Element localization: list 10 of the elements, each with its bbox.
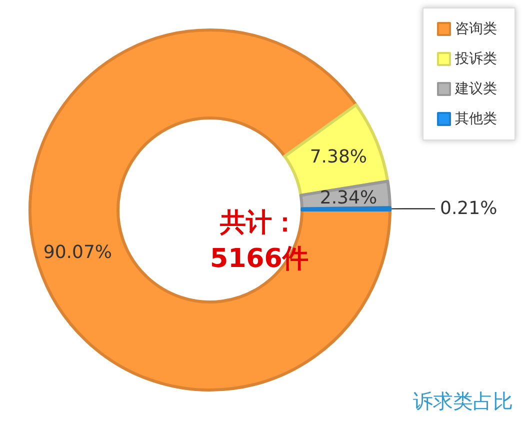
text: 共计： 5166件 bbox=[210, 208, 308, 274]
legend-label: 其他类 bbox=[455, 111, 497, 127]
legend-label: 咨询类 bbox=[455, 21, 497, 37]
data-label: 2.34% bbox=[320, 187, 378, 208]
text: 诉求类占比 bbox=[413, 389, 513, 413]
data-label: 7.38% bbox=[310, 146, 368, 168]
legend-label: 投诉类 bbox=[454, 51, 497, 67]
data-label: 90.07% bbox=[43, 242, 112, 264]
data-label: 0.21% bbox=[440, 198, 498, 220]
legend-label: 建议类 bbox=[454, 81, 497, 97]
